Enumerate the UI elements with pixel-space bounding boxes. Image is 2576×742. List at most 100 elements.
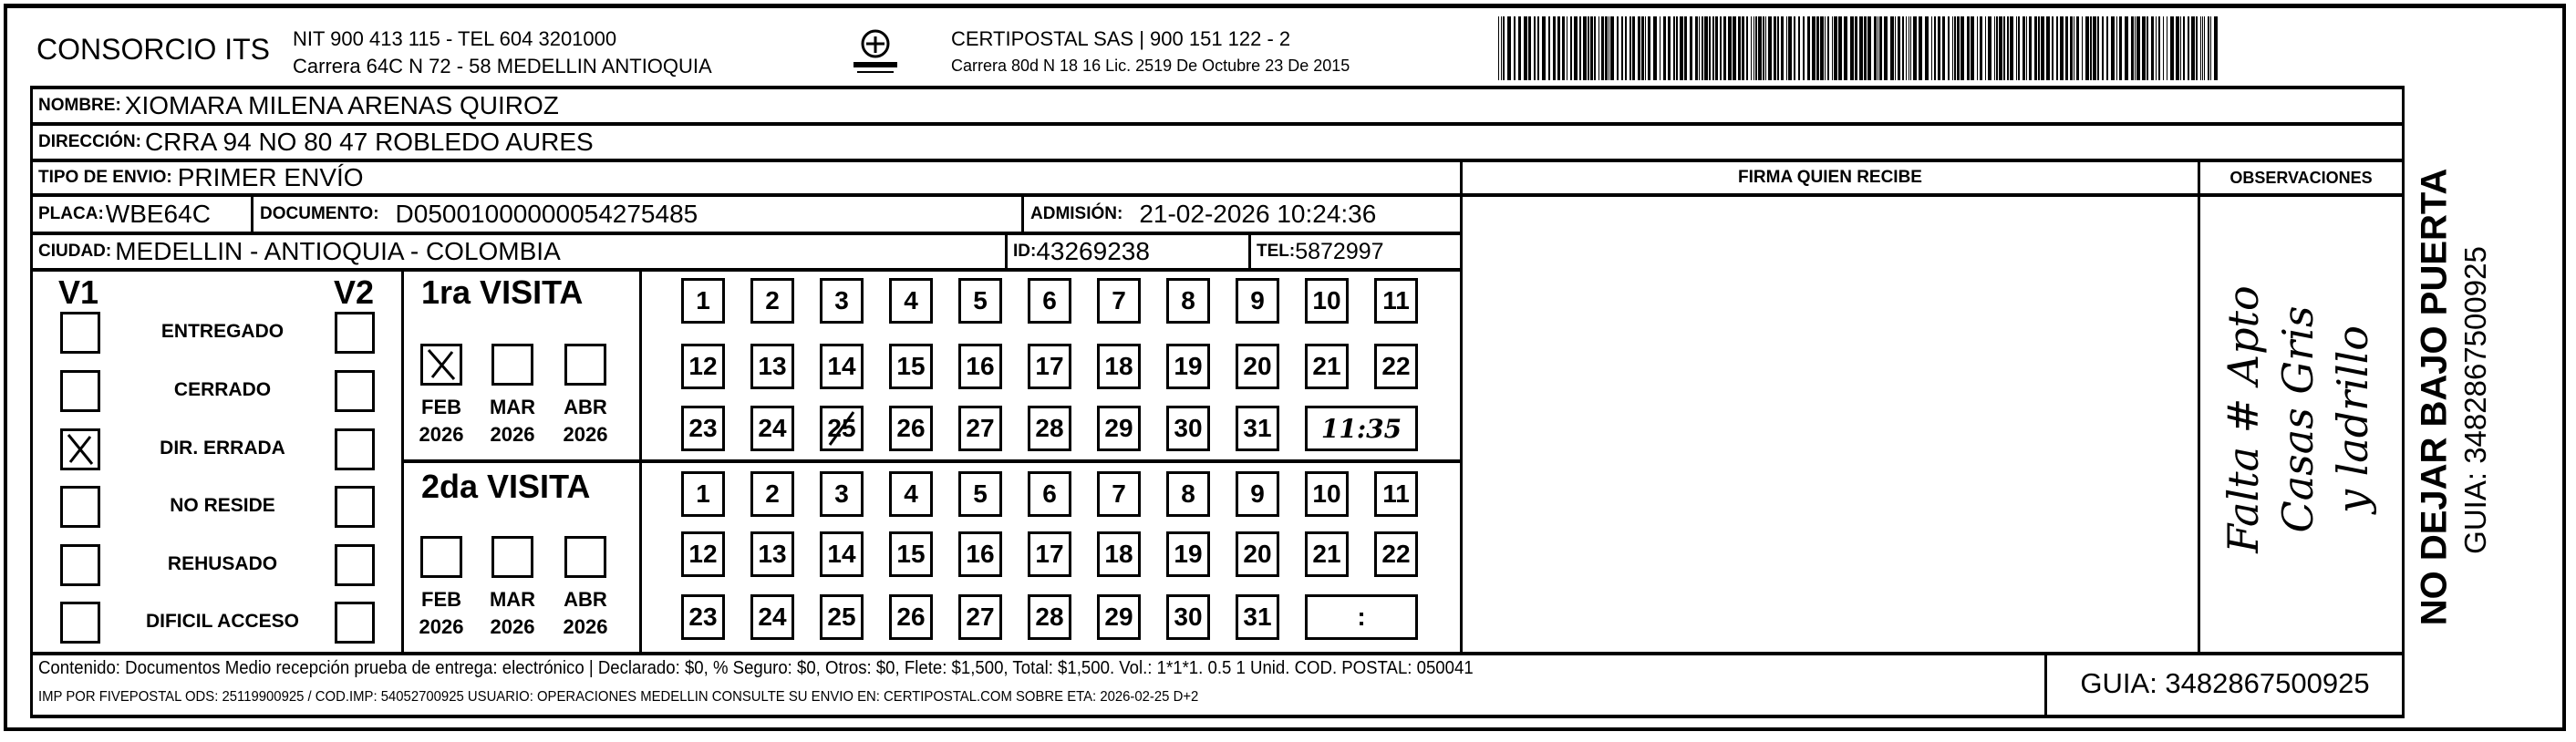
v1-checkbox[interactable] (60, 370, 100, 412)
day-box[interactable]: 23 (681, 594, 725, 640)
day-box[interactable]: 26 (889, 594, 933, 640)
footer-contents: Contenido: Documentos Medio recepción pr… (38, 658, 1474, 678)
day-box[interactable]: 11 (1374, 471, 1418, 517)
day-box[interactable]: 2 (750, 471, 794, 517)
v2-checkbox[interactable] (335, 544, 375, 586)
time-box[interactable]: : (1305, 594, 1418, 640)
month-checkbox[interactable] (491, 536, 533, 578)
day-box[interactable]: 20 (1236, 344, 1279, 389)
day-box[interactable]: 28 (1028, 594, 1071, 640)
day-box[interactable]: 16 (958, 531, 1002, 577)
day-box[interactable]: 21 (1305, 344, 1349, 389)
barcode-bar (1605, 16, 1608, 80)
barcode-bar (1890, 16, 1894, 80)
day-box[interactable]: 10 (1305, 471, 1349, 517)
time-box[interactable]: 11:35 (1305, 406, 1418, 451)
barcode-bar (2003, 16, 2005, 80)
day-box[interactable]: 7 (1097, 278, 1141, 324)
day-box[interactable]: 25 (820, 406, 864, 451)
day-box[interactable]: 11 (1374, 278, 1418, 324)
v2-checkbox[interactable] (335, 312, 375, 354)
day-box[interactable]: 30 (1166, 406, 1210, 451)
month-checkbox[interactable] (564, 344, 606, 386)
day-box[interactable]: 27 (958, 406, 1002, 451)
day-box[interactable]: 9 (1236, 278, 1279, 324)
month-checkbox[interactable] (420, 344, 462, 386)
day-box[interactable]: 13 (750, 344, 794, 389)
day-box[interactable]: 15 (889, 344, 933, 389)
firma-area[interactable] (1463, 197, 2198, 652)
day-box[interactable]: 28 (1028, 406, 1071, 451)
day-box[interactable]: 27 (958, 594, 1002, 640)
v1-checkbox[interactable] (60, 544, 100, 586)
barcode-bar (1562, 16, 1565, 80)
day-box[interactable]: 26 (889, 406, 933, 451)
day-box[interactable]: 21 (1305, 531, 1349, 577)
v2-checkbox[interactable] (335, 486, 375, 528)
day-box[interactable]: 10 (1305, 278, 1349, 324)
nombre-field: NOMBRE: XIOMARA MILENA ARENAS QUIROZ (33, 89, 559, 122)
barcode-bar (1985, 16, 1986, 80)
day-box[interactable]: 24 (750, 594, 794, 640)
day-box[interactable]: 1 (681, 278, 725, 324)
day-box[interactable]: 30 (1166, 594, 1210, 640)
barcode-bar (2188, 16, 2189, 80)
day-box[interactable]: 22 (1374, 344, 1418, 389)
day-box[interactable]: 17 (1028, 344, 1071, 389)
barcode-bar (2082, 16, 2083, 80)
month-checkbox[interactable] (564, 536, 606, 578)
v2-checkbox[interactable] (335, 370, 375, 412)
day-box[interactable]: 6 (1028, 471, 1071, 517)
day-box[interactable]: 14 (820, 531, 864, 577)
day-box[interactable]: 18 (1097, 344, 1141, 389)
v1-checkbox[interactable] (60, 312, 100, 354)
day-box[interactable]: 25 (820, 594, 864, 640)
day-box[interactable]: 2 (750, 278, 794, 324)
v1-checkbox[interactable] (60, 602, 100, 644)
day-box[interactable]: 23 (681, 406, 725, 451)
v2-checkbox[interactable] (335, 428, 375, 470)
day-box[interactable]: 5 (958, 278, 1002, 324)
v1-checkbox[interactable] (60, 486, 100, 528)
day-box[interactable]: 8 (1166, 471, 1210, 517)
barcode-bar (1788, 16, 1792, 80)
day-box[interactable]: 14 (820, 344, 864, 389)
day-box[interactable]: 5 (958, 471, 1002, 517)
day-box[interactable]: 7 (1097, 471, 1141, 517)
day-box[interactable]: 18 (1097, 531, 1141, 577)
day-box[interactable]: 4 (889, 278, 933, 324)
day-box[interactable]: 1 (681, 471, 725, 517)
day-box[interactable]: 9 (1236, 471, 1279, 517)
day-box[interactable]: 29 (1097, 406, 1141, 451)
day-box[interactable]: 13 (750, 531, 794, 577)
day-box[interactable]: 8 (1166, 278, 1210, 324)
day-box[interactable]: 20 (1236, 531, 1279, 577)
day-box[interactable]: 12 (681, 531, 725, 577)
v1-checkbox[interactable] (60, 428, 100, 470)
month-checkbox[interactable] (420, 536, 462, 578)
day-box[interactable]: 31 (1236, 406, 1279, 451)
day-box[interactable]: 19 (1166, 344, 1210, 389)
barcode-bar (1653, 16, 1657, 80)
day-box[interactable]: 6 (1028, 278, 1071, 324)
v2-checkbox[interactable] (335, 602, 375, 644)
day-box[interactable]: 17 (1028, 531, 1071, 577)
day-box[interactable]: 4 (889, 471, 933, 517)
day-box[interactable]: 15 (889, 531, 933, 577)
day-box[interactable]: 3 (820, 471, 864, 517)
barcode-bar (1501, 16, 1502, 80)
barcode-bar (2102, 16, 2104, 80)
day-box[interactable]: 19 (1166, 531, 1210, 577)
day-box[interactable]: 12 (681, 344, 725, 389)
barcode-bar (2170, 16, 2174, 80)
month-name: MAR (489, 396, 536, 418)
month-checkbox[interactable] (491, 344, 533, 386)
barcode-bar (2196, 16, 2198, 80)
day-box[interactable]: 24 (750, 406, 794, 451)
day-box[interactable]: 16 (958, 344, 1002, 389)
day-box[interactable]: 22 (1374, 531, 1418, 577)
month-label: FEB 2026 (414, 586, 469, 641)
day-box[interactable]: 29 (1097, 594, 1141, 640)
day-box[interactable]: 31 (1236, 594, 1279, 640)
day-box[interactable]: 3 (820, 278, 864, 324)
